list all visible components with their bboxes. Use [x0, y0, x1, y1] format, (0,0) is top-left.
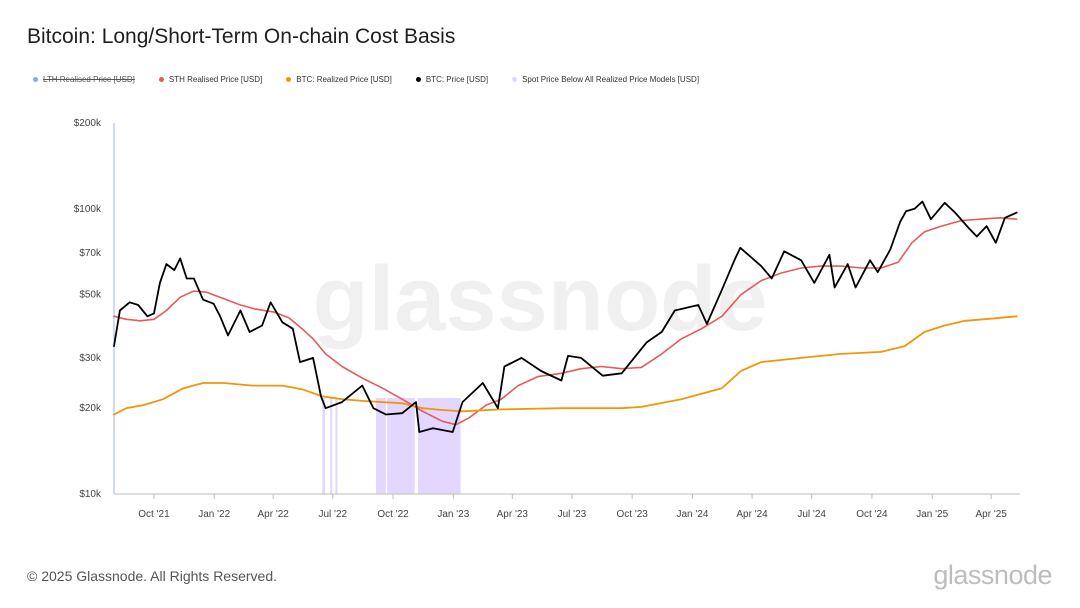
legend-dot-sth	[158, 77, 164, 82]
x-tick-label-12: Oct '24	[856, 509, 888, 520]
x-axis: Oct '21 Jan '22 Apr '22 Jul '22 Oct '22 Jan '…	[138, 494, 1007, 520]
legend-item-realized-price[interactable]: BTC: Realized Price [USD]	[286, 75, 392, 84]
series-line-0	[113, 217, 1018, 426]
y-tick-label-1: $100k	[74, 204, 102, 215]
series-line-1	[113, 315, 1018, 416]
highlight-band-5	[417, 398, 461, 494]
x-tick-label-7: Jul '23	[558, 509, 587, 520]
x-tick-label-5: Jan '23	[437, 509, 469, 520]
y-tick-label-4: $30k	[79, 353, 102, 364]
x-tick-label-10: Apr '24	[736, 509, 768, 520]
y-tick-label-2: $70k	[79, 248, 102, 259]
highlight-band-0	[322, 398, 325, 494]
legend-label-lth: LTH Realised Price [USD]	[43, 75, 135, 84]
series-line-2	[113, 200, 1018, 433]
legend-label-spot-below: Spot Price Below All Realized Price Mode…	[522, 75, 700, 84]
x-tick-label-2: Apr '22	[258, 509, 290, 520]
highlight-band-1	[330, 398, 333, 494]
legend-label-sth: STH Realised Price [USD]	[168, 75, 263, 84]
x-tick-label-9: Jan '24	[676, 509, 708, 520]
legend-label-price: BTC: Price [USD]	[425, 75, 489, 84]
legend-item-spot-below[interactable]: Spot Price Below All Realized Price Mode…	[512, 75, 699, 84]
highlight-bands	[322, 398, 461, 494]
brand-logo-text: glassnode	[933, 560, 1052, 590]
x-tick-label-8: Oct '23	[616, 509, 648, 520]
highlight-band-2	[335, 398, 338, 494]
highlight-band-3	[376, 398, 386, 494]
legend-item-sth-realised-price[interactable]: STH Realised Price [USD]	[158, 75, 263, 84]
series-lines	[113, 200, 1018, 433]
chart-title: Bitcoin: Long/Short-Term On-chain Cost B…	[27, 25, 456, 48]
x-tick-label-3: Jul '22	[319, 509, 348, 520]
x-tick-label-4: Oct '22	[377, 509, 409, 520]
y-axis: $200k $100k $70k $50k $30k $20k $10k	[74, 118, 102, 500]
x-tick-label-0: Oct '21	[138, 509, 170, 520]
legend-item-lth-realised-price[interactable]: LTH Realised Price [USD]	[33, 75, 135, 84]
legend: LTH Realised Price [USD] STH Realised Pr…	[33, 75, 699, 84]
y-tick-label-6: $10k	[79, 489, 102, 500]
legend-item-btc-price[interactable]: BTC: Price [USD]	[415, 75, 489, 84]
legend-label-realized: BTC: Realized Price [USD]	[296, 75, 392, 84]
watermark-text: glassnode	[312, 248, 767, 350]
y-tick-label-5: $20k	[79, 403, 102, 414]
x-tick-label-14: Apr '25	[975, 509, 1007, 520]
y-tick-label-3: $50k	[79, 290, 102, 301]
legend-dot-realized	[286, 77, 292, 82]
x-tick-label-6: Apr '23	[497, 509, 529, 520]
copyright-text: © 2025 Glassnode. All Rights Reserved.	[27, 568, 278, 584]
y-tick-label-0: $200k	[74, 118, 102, 129]
legend-dot-price	[415, 77, 421, 82]
legend-dot-spot-below	[512, 77, 518, 82]
x-tick-label-1: Jan '22	[198, 509, 230, 520]
x-tick-label-13: Jan '25	[916, 509, 948, 520]
x-tick-label-11: Jul '24	[797, 509, 826, 520]
legend-dot-lth	[33, 77, 38, 82]
